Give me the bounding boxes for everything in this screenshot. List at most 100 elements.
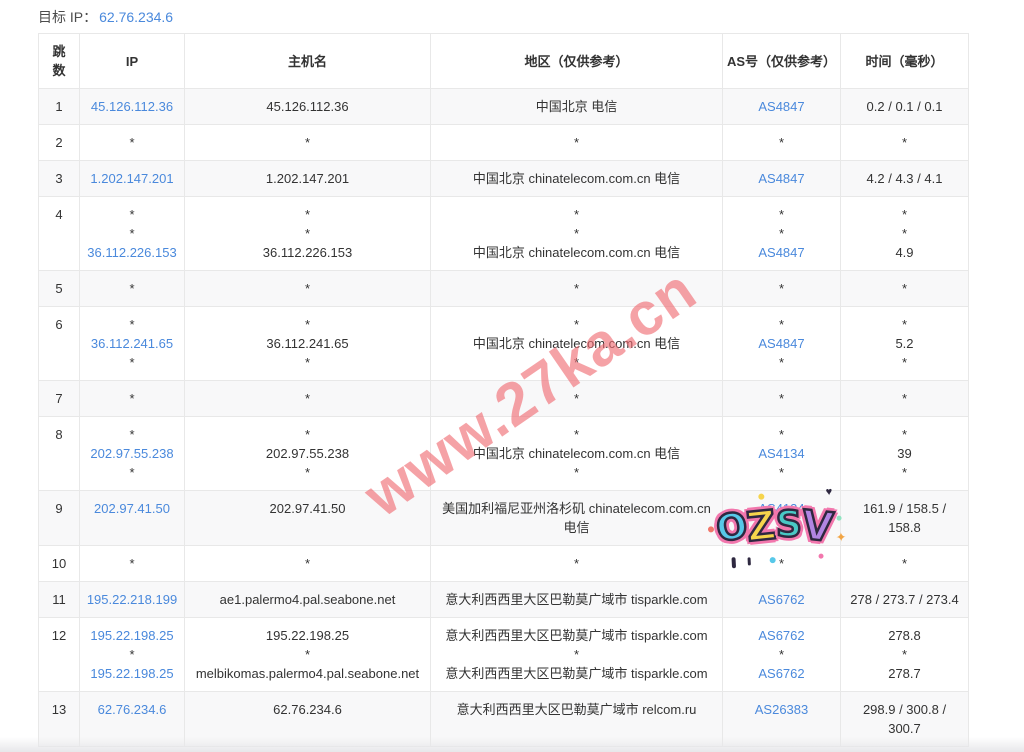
cell-ip: *	[79, 124, 185, 161]
cell-host: *	[184, 545, 431, 582]
ip-link[interactable]: 36.112.241.65	[90, 336, 174, 351]
table-row: 4 * * 36.112.226.153 * * 36.112.226.153 * * 中国北京 …	[38, 196, 969, 271]
cell-host: 1.202.147.201	[184, 160, 431, 197]
ip-link[interactable]: 1.202.147.201	[90, 171, 174, 186]
cell-hop: 1	[38, 88, 80, 125]
col-header-host: 主机名	[184, 33, 431, 89]
cell-time: * * 4.9	[840, 196, 969, 271]
ip-link[interactable]: 195.22.198.25	[90, 666, 174, 681]
cell-hop: 10	[38, 545, 80, 582]
target-ip-label: 目标 IP：	[38, 9, 98, 25]
cell-ip: 202.97.41.50	[79, 490, 185, 546]
cell-time: *	[840, 124, 969, 161]
table-row: 1 45.126.112.36 45.126.112.36 中国北京 电信 AS4847…	[38, 88, 969, 125]
table-row: 3 1.202.147.201 1.202.147.201 中国北京 chinatel…	[38, 160, 969, 197]
cell-time: *	[840, 545, 969, 582]
table-row: 10 * * * * *	[38, 545, 969, 582]
cell-ip: * * 36.112.226.153	[79, 196, 185, 271]
table-row: 12 195.22.198.25 * 195.22.198.25 195.22.198.…	[38, 617, 969, 692]
ip-link[interactable]: 202.97.55.238	[90, 446, 174, 461]
cell-time: 278.8 * 278.7	[840, 617, 969, 692]
cell-as: *	[722, 270, 841, 307]
cell-region: *	[430, 270, 723, 307]
col-header-time: 时间（毫秒）	[840, 33, 969, 89]
cell-hop: 11	[38, 581, 80, 618]
bottom-gradient	[0, 737, 1024, 752]
cell-region: * 中国北京 chinatelecom.com.cn 电信 *	[430, 306, 723, 381]
cell-host: * 36.112.241.65 *	[184, 306, 431, 381]
cell-ip: *	[79, 270, 185, 307]
as-link[interactable]: AS6762	[758, 592, 805, 607]
cell-host: *	[184, 270, 431, 307]
table-row: 8 * 202.97.55.238 * * 202.97.55.238 * * 中国北京 chi…	[38, 416, 969, 491]
ip-link[interactable]: 45.126.112.36	[90, 99, 174, 114]
as-link[interactable]: AS6762	[758, 628, 805, 643]
as-link[interactable]: AS26383	[754, 702, 809, 717]
cell-ip: 1.202.147.201	[79, 160, 185, 197]
as-link[interactable]: AS4847	[758, 99, 805, 114]
ip-link[interactable]: 62.76.234.6	[97, 702, 167, 717]
as-link[interactable]: AS4847	[758, 245, 805, 260]
cell-region: 中国北京 电信	[430, 88, 723, 125]
cell-hop: 8	[38, 416, 80, 491]
table-row: 11 195.22.218.199 ae1.palermo4.pal.seabone…	[38, 581, 969, 618]
ip-link[interactable]: 195.22.198.25	[90, 628, 174, 643]
cell-time: 161.9 / 158.5 / 158.8	[840, 490, 969, 546]
table-row: 5 * * * * *	[38, 270, 969, 307]
cell-ip: * 36.112.241.65 *	[79, 306, 185, 381]
cell-as: *	[722, 380, 841, 417]
cell-region: *	[430, 124, 723, 161]
cell-ip: 195.22.198.25 * 195.22.198.25	[79, 617, 185, 692]
as-link[interactable]: AS4847	[758, 336, 805, 351]
ip-link[interactable]: 36.112.226.153	[87, 245, 177, 260]
col-header-hop: 跳数	[38, 33, 80, 89]
ip-link[interactable]: 195.22.218.199	[86, 592, 178, 607]
cell-time: *	[840, 270, 969, 307]
cell-region: 美国加利福尼亚州洛杉矶 chinatelecom.com.cn 电信	[430, 490, 723, 546]
as-link[interactable]: AS4134	[758, 501, 805, 516]
cell-hop: 3	[38, 160, 80, 197]
col-header-as: AS号（仅供参考）	[722, 33, 841, 89]
cell-hop: 5	[38, 270, 80, 307]
table-header: 跳数 IP 主机名 地区（仅供参考） AS号（仅供参考） 时间（毫秒）	[38, 33, 969, 89]
table-body: 1 45.126.112.36 45.126.112.36 中国北京 电信 AS4847…	[38, 88, 969, 747]
cell-hop: 6	[38, 306, 80, 381]
col-header-ip: IP	[79, 33, 185, 89]
cell-as: * AS4847 *	[722, 306, 841, 381]
cell-ip: *	[79, 380, 185, 417]
as-link[interactable]: AS4134	[758, 446, 805, 461]
cell-hop: 7	[38, 380, 80, 417]
cell-region: * * 中国北京 chinatelecom.com.cn 电信	[430, 196, 723, 271]
cell-as: *	[722, 545, 841, 582]
table-row: 6 * 36.112.241.65 * * 36.112.241.65 * * 中国北京 chi…	[38, 306, 969, 381]
cell-as: AS4134	[722, 490, 841, 546]
target-ip-link[interactable]: 62.76.234.6	[99, 9, 174, 25]
ip-link[interactable]: 202.97.41.50	[94, 501, 170, 516]
as-link[interactable]: AS4847	[758, 171, 805, 186]
cell-hop: 4	[38, 196, 80, 271]
cell-as: AS6762 * AS6762	[722, 617, 841, 692]
col-header-region: 地区（仅供参考）	[430, 33, 723, 89]
cell-region: * 中国北京 chinatelecom.com.cn 电信 *	[430, 416, 723, 491]
cell-host: *	[184, 380, 431, 417]
cell-host: 45.126.112.36	[184, 88, 431, 125]
cell-region: 中国北京 chinatelecom.com.cn 电信	[430, 160, 723, 197]
cell-time: 278 / 273.7 / 273.4	[840, 581, 969, 618]
cell-time: * 5.2 *	[840, 306, 969, 381]
table-row: 2 * * * * *	[38, 124, 969, 161]
cell-as: * AS4134 *	[722, 416, 841, 491]
cell-hop: 12	[38, 617, 80, 692]
cell-host: 202.97.41.50	[184, 490, 431, 546]
target-ip-line: 目标 IP： 62.76.234.6	[38, 8, 173, 26]
cell-region: *	[430, 380, 723, 417]
cell-hop: 2	[38, 124, 80, 161]
cell-host: * 202.97.55.238 *	[184, 416, 431, 491]
as-link[interactable]: AS6762	[758, 666, 805, 681]
cell-ip: *	[79, 545, 185, 582]
cell-host: *	[184, 124, 431, 161]
cell-time: 0.2 / 0.1 / 0.1	[840, 88, 969, 125]
table-row: 9 202.97.41.50 202.97.41.50 美国加利福尼亚州洛杉矶 chi…	[38, 490, 969, 546]
cell-time: 4.2 / 4.3 / 4.1	[840, 160, 969, 197]
cell-host: * * 36.112.226.153	[184, 196, 431, 271]
